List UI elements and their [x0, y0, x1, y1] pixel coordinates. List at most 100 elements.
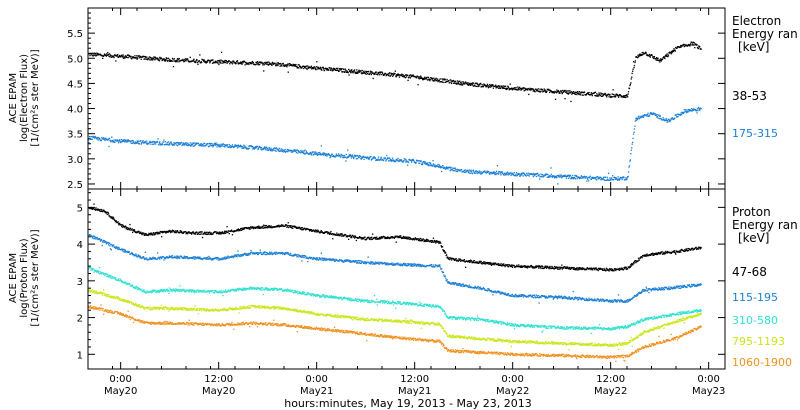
data-point: [588, 268, 590, 270]
data-point: [604, 176, 607, 178]
data-point: [456, 170, 458, 172]
data-point: [358, 70, 360, 72]
data-point: [641, 116, 643, 119]
data-point: [573, 93, 576, 95]
data-point: [673, 250, 675, 252]
data-point: [475, 262, 478, 264]
data-point: [598, 268, 601, 271]
y-tick-label: 2: [77, 314, 83, 325]
data-point: [339, 234, 341, 236]
data-point: [178, 58, 180, 60]
data-point: [401, 263, 403, 265]
data-point: [133, 57, 136, 59]
data-point: [359, 262, 361, 264]
data-point: [488, 289, 490, 291]
data-point: [338, 260, 340, 262]
data-point: [239, 255, 241, 257]
data-point: [659, 59, 661, 61]
data-point: [155, 143, 157, 145]
data-point: [236, 229, 238, 231]
data-point: [387, 236, 389, 238]
data-point: [191, 231, 194, 233]
data-point: [662, 117, 664, 119]
data-point: [467, 172, 470, 174]
data-point: [316, 154, 318, 156]
data-point: [395, 160, 397, 163]
data-point: [335, 67, 337, 69]
data-point: [563, 175, 566, 177]
data-point: [435, 242, 437, 244]
data-point: [467, 170, 469, 172]
data-point: [561, 264, 563, 266]
data-point: [190, 256, 192, 259]
data-point: [435, 77, 437, 79]
data-point: [191, 143, 193, 146]
data-point: [365, 239, 367, 241]
data-point: [408, 236, 411, 239]
data-point: [515, 173, 517, 176]
data-point: [195, 142, 197, 144]
data-point: [195, 143, 197, 145]
data-point: [290, 151, 293, 153]
data-point: [494, 173, 496, 175]
data-point: [230, 230, 232, 233]
data-point: [472, 169, 474, 171]
data-point: [343, 235, 345, 237]
data-point: [340, 69, 342, 71]
data-point: [268, 61, 270, 63]
data-point: [194, 232, 196, 234]
data-point: [478, 262, 480, 264]
data-point: [122, 55, 124, 58]
data-point: [126, 227, 128, 229]
data-point: [91, 138, 93, 140]
data-point: [507, 85, 509, 87]
data-point: [130, 253, 132, 255]
data-point: [339, 154, 341, 156]
data-point: [490, 172, 493, 174]
data-point: [247, 148, 249, 150]
data-point: [594, 269, 596, 271]
data-point: [662, 253, 664, 255]
data-point: [497, 264, 499, 266]
data-point: [184, 142, 186, 144]
data-point: [326, 155, 328, 157]
data-point: [99, 138, 101, 140]
data-point: [114, 219, 116, 222]
data-point: [623, 95, 626, 97]
data-point: [130, 142, 132, 144]
data-point: [149, 258, 151, 260]
data-point: [320, 252, 322, 254]
data-point: [173, 231, 176, 233]
data-point: [614, 177, 616, 179]
data-point: [422, 77, 424, 80]
data-point: [332, 259, 334, 261]
data-point: [427, 163, 430, 166]
data-point: [263, 253, 265, 255]
data-point: [278, 147, 280, 149]
data-point: [388, 72, 391, 74]
data-point: [284, 253, 286, 255]
series-47-68: [88, 203, 702, 272]
data-point: [451, 282, 453, 285]
data-point: [217, 232, 219, 234]
data-point: [600, 177, 602, 179]
data-point: [322, 257, 324, 260]
data-point: [96, 53, 98, 55]
data-point: [410, 74, 412, 76]
data-point: [631, 143, 633, 145]
data-point: [630, 149, 632, 151]
data-point: [411, 265, 414, 267]
data-point: [412, 159, 415, 161]
data-point: [100, 139, 102, 142]
data-point: [632, 68, 634, 70]
data-point: [699, 109, 701, 111]
data-point: [204, 231, 206, 233]
data-point: [314, 67, 316, 69]
data-point: [492, 294, 494, 296]
data-point: [430, 163, 432, 165]
data-point: [217, 60, 220, 62]
data-point: [135, 141, 137, 144]
data-point: [368, 157, 371, 159]
data-point: [207, 232, 210, 234]
data-point: [611, 270, 613, 272]
